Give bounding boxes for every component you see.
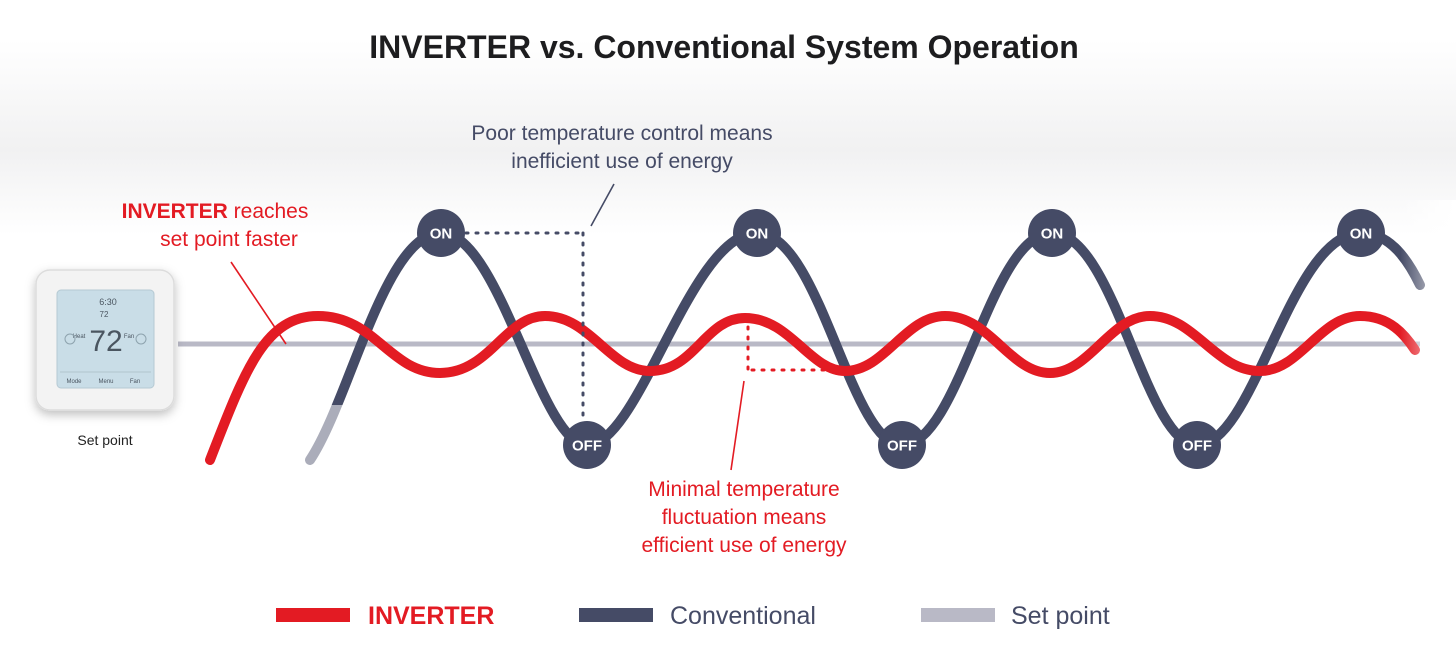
on-node-label: ON (1350, 226, 1373, 243)
legend: INVERTER Conventional Set point (276, 602, 1110, 630)
diagram-title: INVERTER vs. Conventional System Operati… (369, 29, 1078, 65)
on-node: ON (417, 209, 465, 257)
off-node-label: OFF (1182, 438, 1212, 455)
on-node-label: ON (430, 226, 453, 243)
thermostat-setpoint-small: 72 (100, 310, 109, 319)
thermostat-time: 6:30 (99, 297, 117, 307)
on-node-label: ON (746, 226, 769, 243)
inverter-faster-rest: reaches (228, 200, 309, 223)
legend-label-setpoint: Set point (1011, 602, 1110, 630)
on-node: ON (1028, 209, 1076, 257)
thermostat-right-button-icon (135, 333, 147, 345)
thermostat-fan-tag: Fan (124, 334, 134, 340)
legend-item-inverter: INVERTER (276, 602, 494, 630)
inverter-faster-note-line1: INVERTER reaches (122, 200, 309, 223)
conventional-fade-bottom (290, 405, 350, 475)
thermostat-heat-tag: Heat (73, 334, 86, 340)
thermostat-temperature: 72 (89, 325, 122, 358)
off-node-label: OFF (572, 438, 602, 455)
inverter-curve (205, 310, 1420, 465)
off-node: OFF (878, 421, 926, 469)
legend-label-conventional: Conventional (670, 602, 816, 630)
thermostat-left-button-icon (64, 333, 76, 345)
thermostat-fan-label: Fan (130, 379, 140, 385)
thermostat-menu-label: Menu (98, 379, 113, 385)
inverter-faster-note-line2: set point faster (160, 228, 298, 251)
pointer-line-red-fluctuation (730, 380, 745, 471)
right-edge-fade (1400, 200, 1456, 480)
inverter-faster-bold: INVERTER (122, 200, 228, 223)
pointer-line-dark (590, 183, 615, 227)
minimal-fluctuation-note-line2: fluctuation means (662, 506, 827, 529)
off-node: OFF (1173, 421, 1221, 469)
legend-swatch-setpoint (921, 608, 995, 622)
thermostat-image: 6:30 72 72 Heat Fan Mode Menu Fan (35, 269, 175, 411)
poor-control-note-line1: Poor temperature control means (471, 122, 772, 145)
on-node-label: ON (1041, 226, 1064, 243)
poor-control-note-line2: inefficient use of energy (511, 150, 733, 173)
legend-swatch-conventional (579, 608, 653, 622)
legend-item-conventional: Conventional (579, 602, 816, 630)
thermostat-screen (56, 289, 155, 389)
thermostat-caption: Set point (77, 432, 132, 448)
off-node-label: OFF (887, 438, 917, 455)
legend-swatch-inverter (276, 608, 350, 622)
legend-label-inverter: INVERTER (368, 602, 494, 630)
on-node: ON (1337, 209, 1385, 257)
minimal-fluctuation-note-line1: Minimal temperature (648, 478, 839, 501)
on-node: ON (733, 209, 781, 257)
legend-item-setpoint: Set point (921, 602, 1110, 630)
pointer-line-red-faster (230, 261, 287, 345)
off-node: OFF (563, 421, 611, 469)
thermostat-mode-label: Mode (66, 379, 82, 385)
minimal-fluctuation-note-line3: efficient use of energy (641, 534, 847, 557)
